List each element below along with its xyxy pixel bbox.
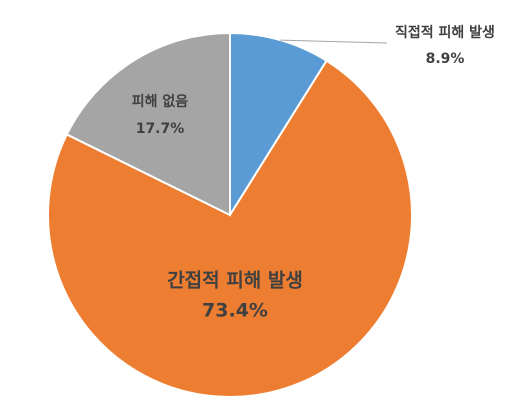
leader-line: [280, 39, 388, 44]
slice-label: 직접적 피해 발생: [395, 24, 495, 41]
slice-label: 간접적 피해 발생: [167, 270, 303, 292]
value-label: 17.7%: [136, 121, 185, 137]
value-label: 8.9%: [426, 51, 465, 67]
slice-label: 피해 없음: [132, 94, 189, 110]
pie-slice: [229, 31, 328, 219]
value-label: 73.4%: [202, 300, 268, 322]
pie-slice: [47, 59, 413, 398]
pie-slice: [65, 31, 231, 217]
